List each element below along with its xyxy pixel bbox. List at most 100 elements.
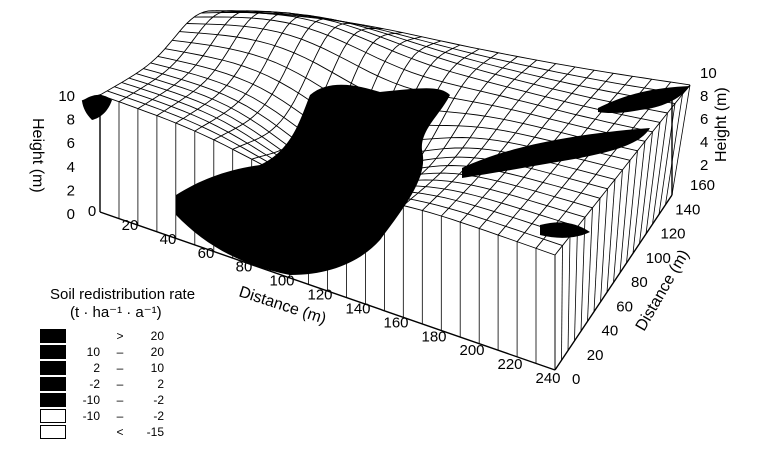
legend-upper-bound: -15 [146,425,164,439]
legend-swatch [40,393,66,407]
legend-upper-bound: 20 [150,329,164,343]
right-distance-tick-label: 80 [631,274,648,291]
front-distance-tick-label: 0 [88,203,96,220]
right-wall-line [613,169,623,283]
legend-title: Soil redistribution rate [50,286,196,303]
right-distance-tick-label: 160 [690,177,715,194]
legend-swatch [40,345,66,359]
dark-region-left-corner [82,94,112,120]
legend-row: >20 [40,328,210,344]
right-height-axis: 2 4 6 8 10 [700,65,717,174]
left-height-axis-label: Height (m) [29,118,46,193]
right-height-tick-label: 10 [700,65,717,82]
right-wall-line [626,150,638,264]
right-wall-line [587,207,593,322]
front-distance-tick-label: 40 [160,231,177,248]
legend-swatch [40,377,66,391]
right-wall-line [645,122,661,234]
front-distance-tick-label: 20 [122,217,139,234]
left-height-tick-label: 6 [67,135,75,152]
legend: Soil redistribution rate (t · ha⁻¹ · a⁻¹… [40,286,210,440]
left-height-tick-label: 2 [67,182,75,199]
right-wall-line [632,141,646,254]
legend-swatch [40,329,66,343]
legend-lower-bound: -2 [89,377,100,391]
legend-swatch [40,361,66,375]
right-wall-line [580,217,586,332]
right-wall-line [574,226,578,341]
legend-operator: – [116,361,124,375]
legend-upper-bound: 20 [150,345,164,359]
right-distance-tick-label: 40 [602,323,619,340]
front-distance-tick-label: 100 [269,273,294,290]
legend-operator: – [116,409,124,423]
left-height-tick-label: 0 [67,206,75,223]
right-wall-line [652,112,668,225]
legend-row: 2 – 10 [40,360,210,376]
legend-lower-bound: -10 [82,409,100,423]
legend-operator: – [116,377,124,391]
right-height-axis-label: Height (m) [713,87,730,162]
surface-gridline-v [222,10,683,95]
front-distance-tick-label: 160 [383,314,408,331]
right-wall-line [600,188,608,302]
front-distance-tick-label: 240 [535,370,560,387]
front-wall-hatching [99,84,691,370]
legend-row: -10 – -2 [40,408,210,424]
front-distance-tick-label: 180 [421,328,446,345]
legend-units: (t · ha⁻¹ · a⁻¹) [70,304,162,321]
legend-lower-bound: 10 [86,345,100,359]
left-height-axis: 0 2 4 6 8 10 [58,88,75,223]
right-wall-line [561,245,563,361]
legend-upper-bound: -2 [153,393,164,407]
right-wall-line [619,160,631,273]
left-height-tick-label: 8 [67,112,75,129]
right-height-tick-label: 8 [700,88,708,105]
right-wall-line [593,198,601,312]
right-height-tick-label: 2 [700,157,708,174]
dark-region-right-upper [598,86,690,114]
legend-operator: – [116,393,124,407]
legend-upper-bound: -2 [153,409,164,423]
dark-region-right-lower [540,222,590,238]
right-height-tick-label: 4 [700,134,708,151]
right-distance-tick-label: 20 [587,347,604,364]
dark-region-central [176,84,450,275]
surface-gridline-v [193,16,653,133]
soil-redistribution-regions [82,84,690,275]
legend-lower-bound: 2 [93,361,100,375]
right-height-tick-label: 6 [700,111,708,128]
right-wall-line [658,103,676,215]
legend-classes: >20 10–20 2–10 -2–2 -10– -2 -10– -2 < -15 [40,328,210,440]
right-distance-tick-label: 120 [661,226,686,243]
legend-row: -2 – 2 [40,376,210,392]
legend-operator: – [116,345,124,359]
legend-upper-bound: 2 [157,377,164,391]
right-distance-tick-label: 140 [675,201,700,218]
front-distance-tick-label: 60 [198,245,215,262]
surface-gridline-v [229,10,691,86]
right-distance-tick-label: 0 [572,371,580,388]
right-wall-line [567,236,571,351]
legend-row: < -15 [40,424,210,440]
front-distance-tick-label: 200 [459,342,484,359]
legend-operator: > [116,329,124,343]
surface-gridline-v [215,10,676,105]
front-distance-tick-label: 80 [236,259,253,276]
legend-swatch [40,409,66,423]
right-distance-tick-label: 100 [646,250,671,267]
dark-region-right-middle [462,128,650,178]
right-wall-line [665,94,683,205]
left-height-tick-label: 10 [58,88,75,105]
right-wall-line [639,131,653,244]
legend-row: -10 – -2 [40,392,210,408]
right-distance-axis: 0 20 40 60 80 100 120 140 160 [572,177,715,388]
legend-swatch [40,425,66,439]
right-distance-tick-label: 60 [616,298,633,315]
legend-lower-bound: -10 [82,393,100,407]
right-wall-line [606,179,616,293]
front-distance-tick-label: 120 [307,287,332,304]
front-distance-tick-label: 220 [497,356,522,373]
